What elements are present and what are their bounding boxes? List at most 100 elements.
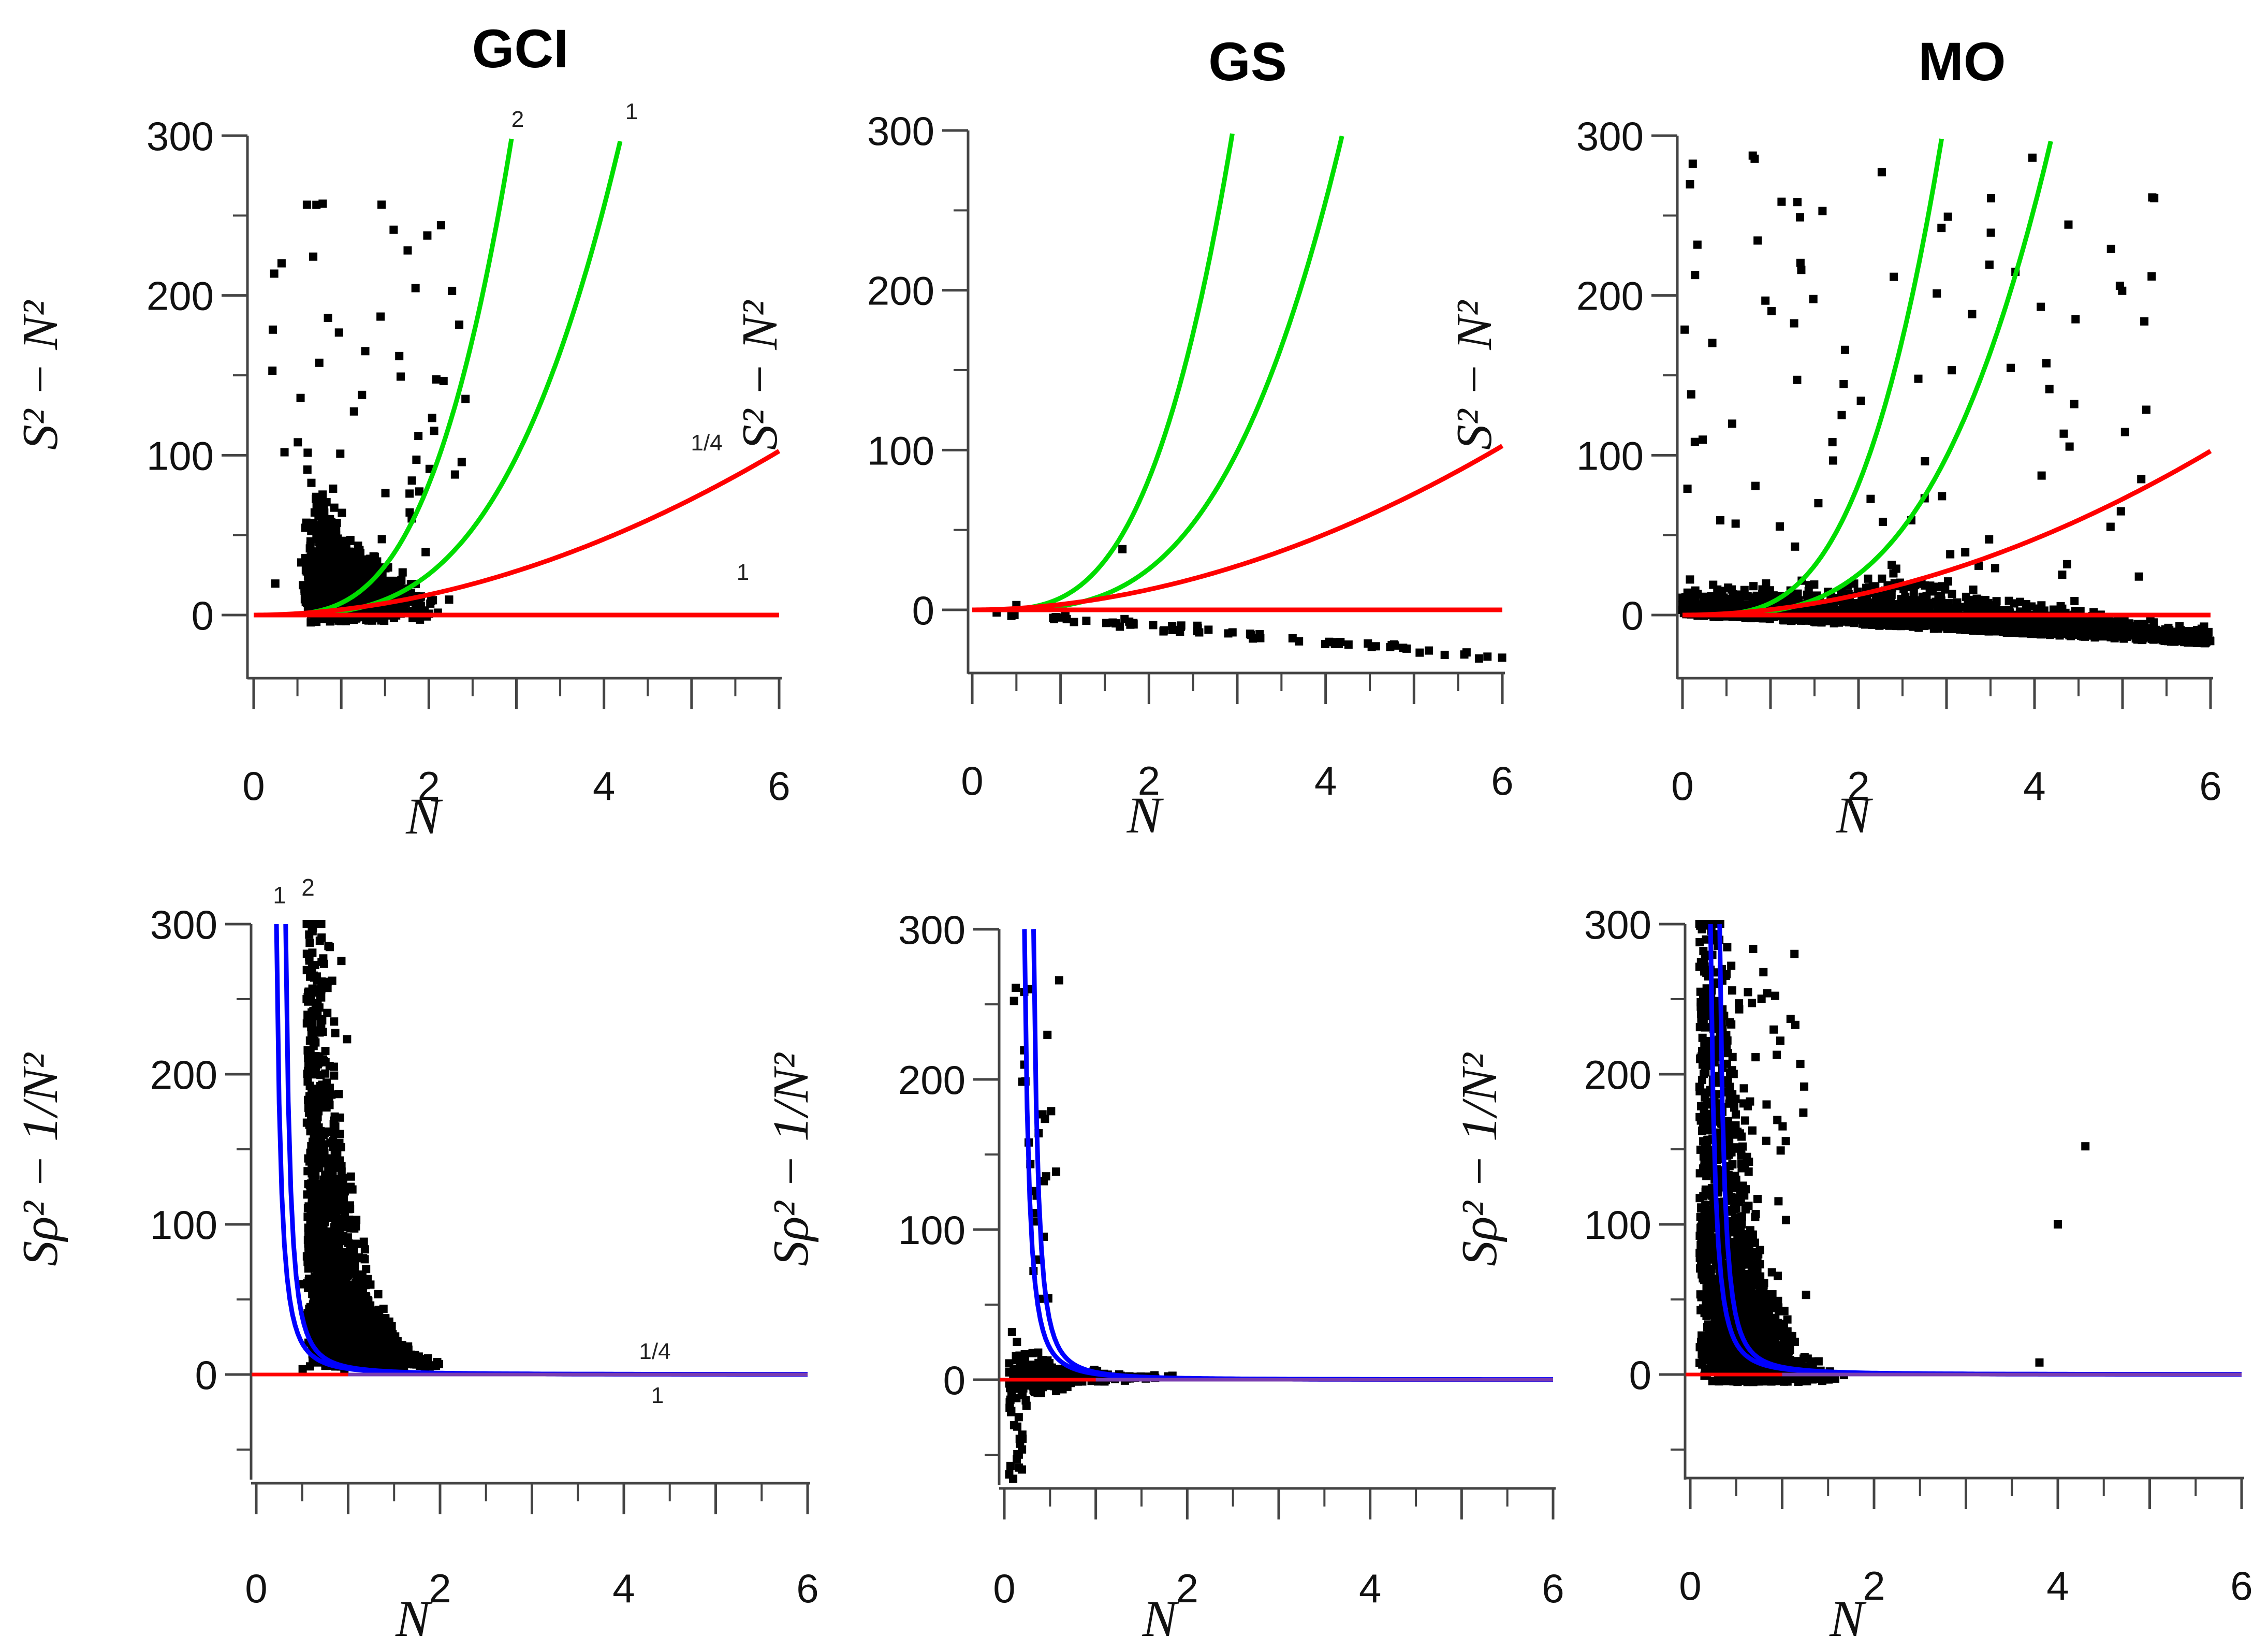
scatter-point: [389, 225, 398, 234]
scatter-point: [377, 200, 386, 209]
scatter-point: [2052, 628, 2061, 637]
scatter-point: [2137, 475, 2146, 484]
scatter-point: [421, 548, 430, 557]
scatter-point: [270, 269, 279, 278]
scatter-point: [1901, 592, 1910, 601]
scatter-point: [268, 325, 277, 334]
scatter-point: [414, 432, 423, 441]
scatter-point: [1937, 604, 1946, 613]
scatter-point: [316, 547, 325, 556]
scatter-point: [1968, 310, 1977, 318]
scatter-point: [317, 933, 326, 942]
scatter-point: [1708, 339, 1717, 347]
scatter-point: [2056, 602, 2065, 610]
scatter-point: [350, 1346, 359, 1354]
scatter-point: [1963, 621, 1972, 630]
scatter-point: [1767, 306, 1776, 315]
scatter-point: [1686, 575, 1694, 584]
scatter-point: [1168, 622, 1177, 631]
scatter-point: [407, 476, 416, 485]
scatter-point: [405, 489, 414, 498]
scatter-point: [312, 494, 320, 503]
scatter-point: [395, 604, 404, 613]
x-tick-label: 4: [2023, 763, 2045, 809]
scatter-point: [1818, 207, 1827, 215]
y-tick-label: 100: [867, 428, 934, 473]
y-axis-label: S² − N²: [1446, 300, 1502, 450]
scatter-point: [305, 544, 314, 553]
x-tick-label: 0: [242, 763, 265, 809]
scatter-point: [1159, 627, 1168, 636]
scatter-point: [1945, 604, 1954, 612]
scatter-point: [1969, 586, 1978, 594]
scatter-point: [2012, 620, 2021, 629]
scatter-point: [2139, 620, 2147, 628]
scatter-point: [329, 484, 338, 493]
scatter-point: [2160, 634, 2169, 643]
scatter-point: [324, 1210, 332, 1219]
scatter-point: [2140, 317, 2149, 326]
scatter-point: [1946, 550, 1955, 559]
scatter-point: [2016, 597, 2025, 606]
scatter-point: [2028, 153, 2037, 162]
scatter-point: [461, 394, 470, 403]
scatter-point: [432, 375, 441, 384]
x-axis-label: N: [1126, 786, 1164, 844]
scatter-point: [303, 448, 312, 457]
scatter-point: [1985, 535, 1994, 544]
scatter-point: [1907, 600, 1915, 609]
scatter-point: [1919, 621, 1927, 630]
scatter-point: [2106, 244, 2115, 253]
scatter-point: [280, 448, 289, 457]
scatter-point: [330, 1071, 339, 1080]
y-tick-label: 300: [150, 902, 217, 947]
scatter-point: [2133, 629, 2142, 638]
scatter-point: [1809, 295, 1818, 303]
scatter-point: [2070, 596, 2079, 605]
scatter-point: [1176, 627, 1184, 636]
scatter-point: [1961, 548, 1970, 557]
scatter-point: [1856, 397, 1865, 405]
scatter-point: [324, 314, 332, 323]
scatter-point: [342, 617, 350, 625]
scatter-point: [318, 1028, 327, 1036]
scatter-point: [312, 200, 321, 209]
scatter-point: [326, 534, 335, 543]
x-tick-label: 6: [1491, 758, 1513, 803]
scatter-point: [320, 596, 329, 605]
scatter-point: [1334, 639, 1342, 648]
x-tick-label: 2: [1847, 763, 1869, 809]
scatter-point: [1892, 622, 1901, 631]
scatter-point: [2145, 628, 2154, 637]
scatter-point: [294, 438, 302, 447]
scatter-point: [1007, 611, 1016, 620]
scatter-point: [1700, 594, 1708, 603]
series-quarter-line: [254, 449, 781, 618]
scatter-point: [1938, 492, 1947, 501]
scatter-point: [330, 594, 339, 603]
scatter-point: [307, 478, 316, 487]
y-tick-label: 300: [867, 108, 934, 154]
scatter-point: [381, 489, 390, 498]
scatter-point: [2168, 635, 2176, 644]
x-tick-label: 0: [245, 1566, 267, 1611]
scatter-point: [2064, 220, 2073, 229]
scatter-point: [2032, 630, 2041, 638]
x-tick-label: 2: [429, 1566, 451, 1611]
scatter-point: [1193, 627, 1202, 636]
x-tick-label: 4: [1314, 758, 1337, 803]
scatter-point: [305, 1120, 314, 1129]
scatter-point: [1937, 224, 1946, 232]
scatter-point: [2049, 605, 2058, 614]
scatter-point: [297, 558, 305, 567]
scatter-point: [311, 961, 319, 970]
scatter-point: [1386, 643, 1395, 652]
scatter-point: [362, 593, 371, 602]
scatter-point: [1691, 271, 1700, 280]
scatter-point: [1837, 411, 1846, 419]
scatter-point: [1882, 597, 1891, 606]
scatter-point: [423, 231, 432, 240]
